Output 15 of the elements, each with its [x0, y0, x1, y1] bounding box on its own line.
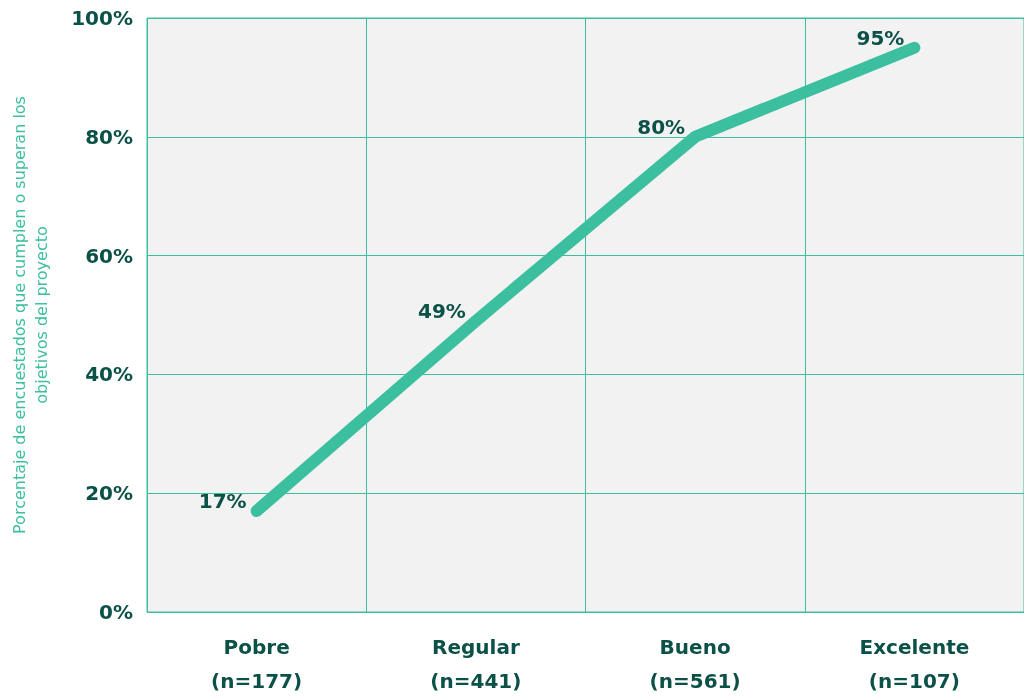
x-tick-label: Pobre (n=177) — [211, 635, 303, 693]
x-tick-label: Bueno (n=561) — [649, 635, 741, 693]
x-tick-label: Excelente (n=107) — [859, 635, 970, 693]
y-tick-label: 40% — [85, 362, 133, 387]
data-label: 49% — [418, 298, 466, 323]
y-tick-label: 0% — [99, 600, 133, 624]
y-axis-title: Porcentaje de encuestados que cumplen o superan los objetivos del proyecto — [9, 96, 51, 534]
data-label: 95% — [856, 25, 905, 50]
y-tick-label: 60% — [85, 243, 133, 268]
x-tick-label: Regular (n=441) — [430, 635, 522, 693]
y-tick-label: 20% — [85, 481, 133, 506]
data-label: 17% — [198, 489, 247, 514]
y-tick-label: 80% — [85, 124, 133, 149]
data-label: 80% — [637, 114, 686, 139]
y-tick-label: 100% — [71, 6, 133, 30]
